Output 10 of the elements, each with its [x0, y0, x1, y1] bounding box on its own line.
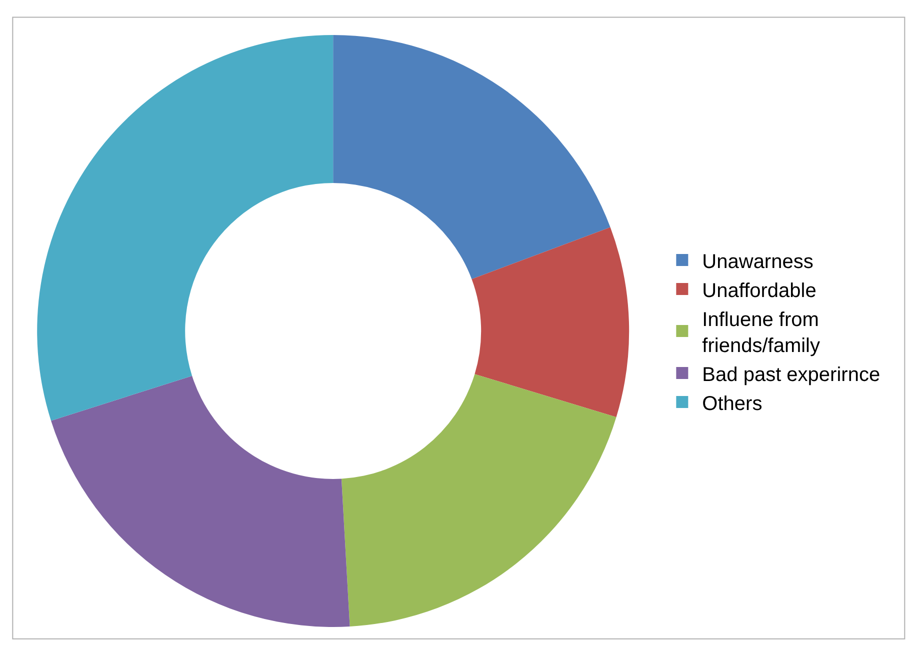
legend-label: Bad past experirnce	[702, 364, 880, 386]
legend-label: Others	[702, 392, 762, 415]
legend-label: Unawarness	[702, 250, 814, 273]
donut-slice	[38, 35, 334, 421]
donut-slice	[333, 35, 610, 280]
legend-label: Influene from friends/family	[702, 308, 820, 357]
donut-slice	[51, 376, 350, 627]
legend-label: Unaffordable	[702, 280, 816, 302]
donut-slice	[472, 227, 629, 418]
donut-slice	[341, 374, 616, 627]
